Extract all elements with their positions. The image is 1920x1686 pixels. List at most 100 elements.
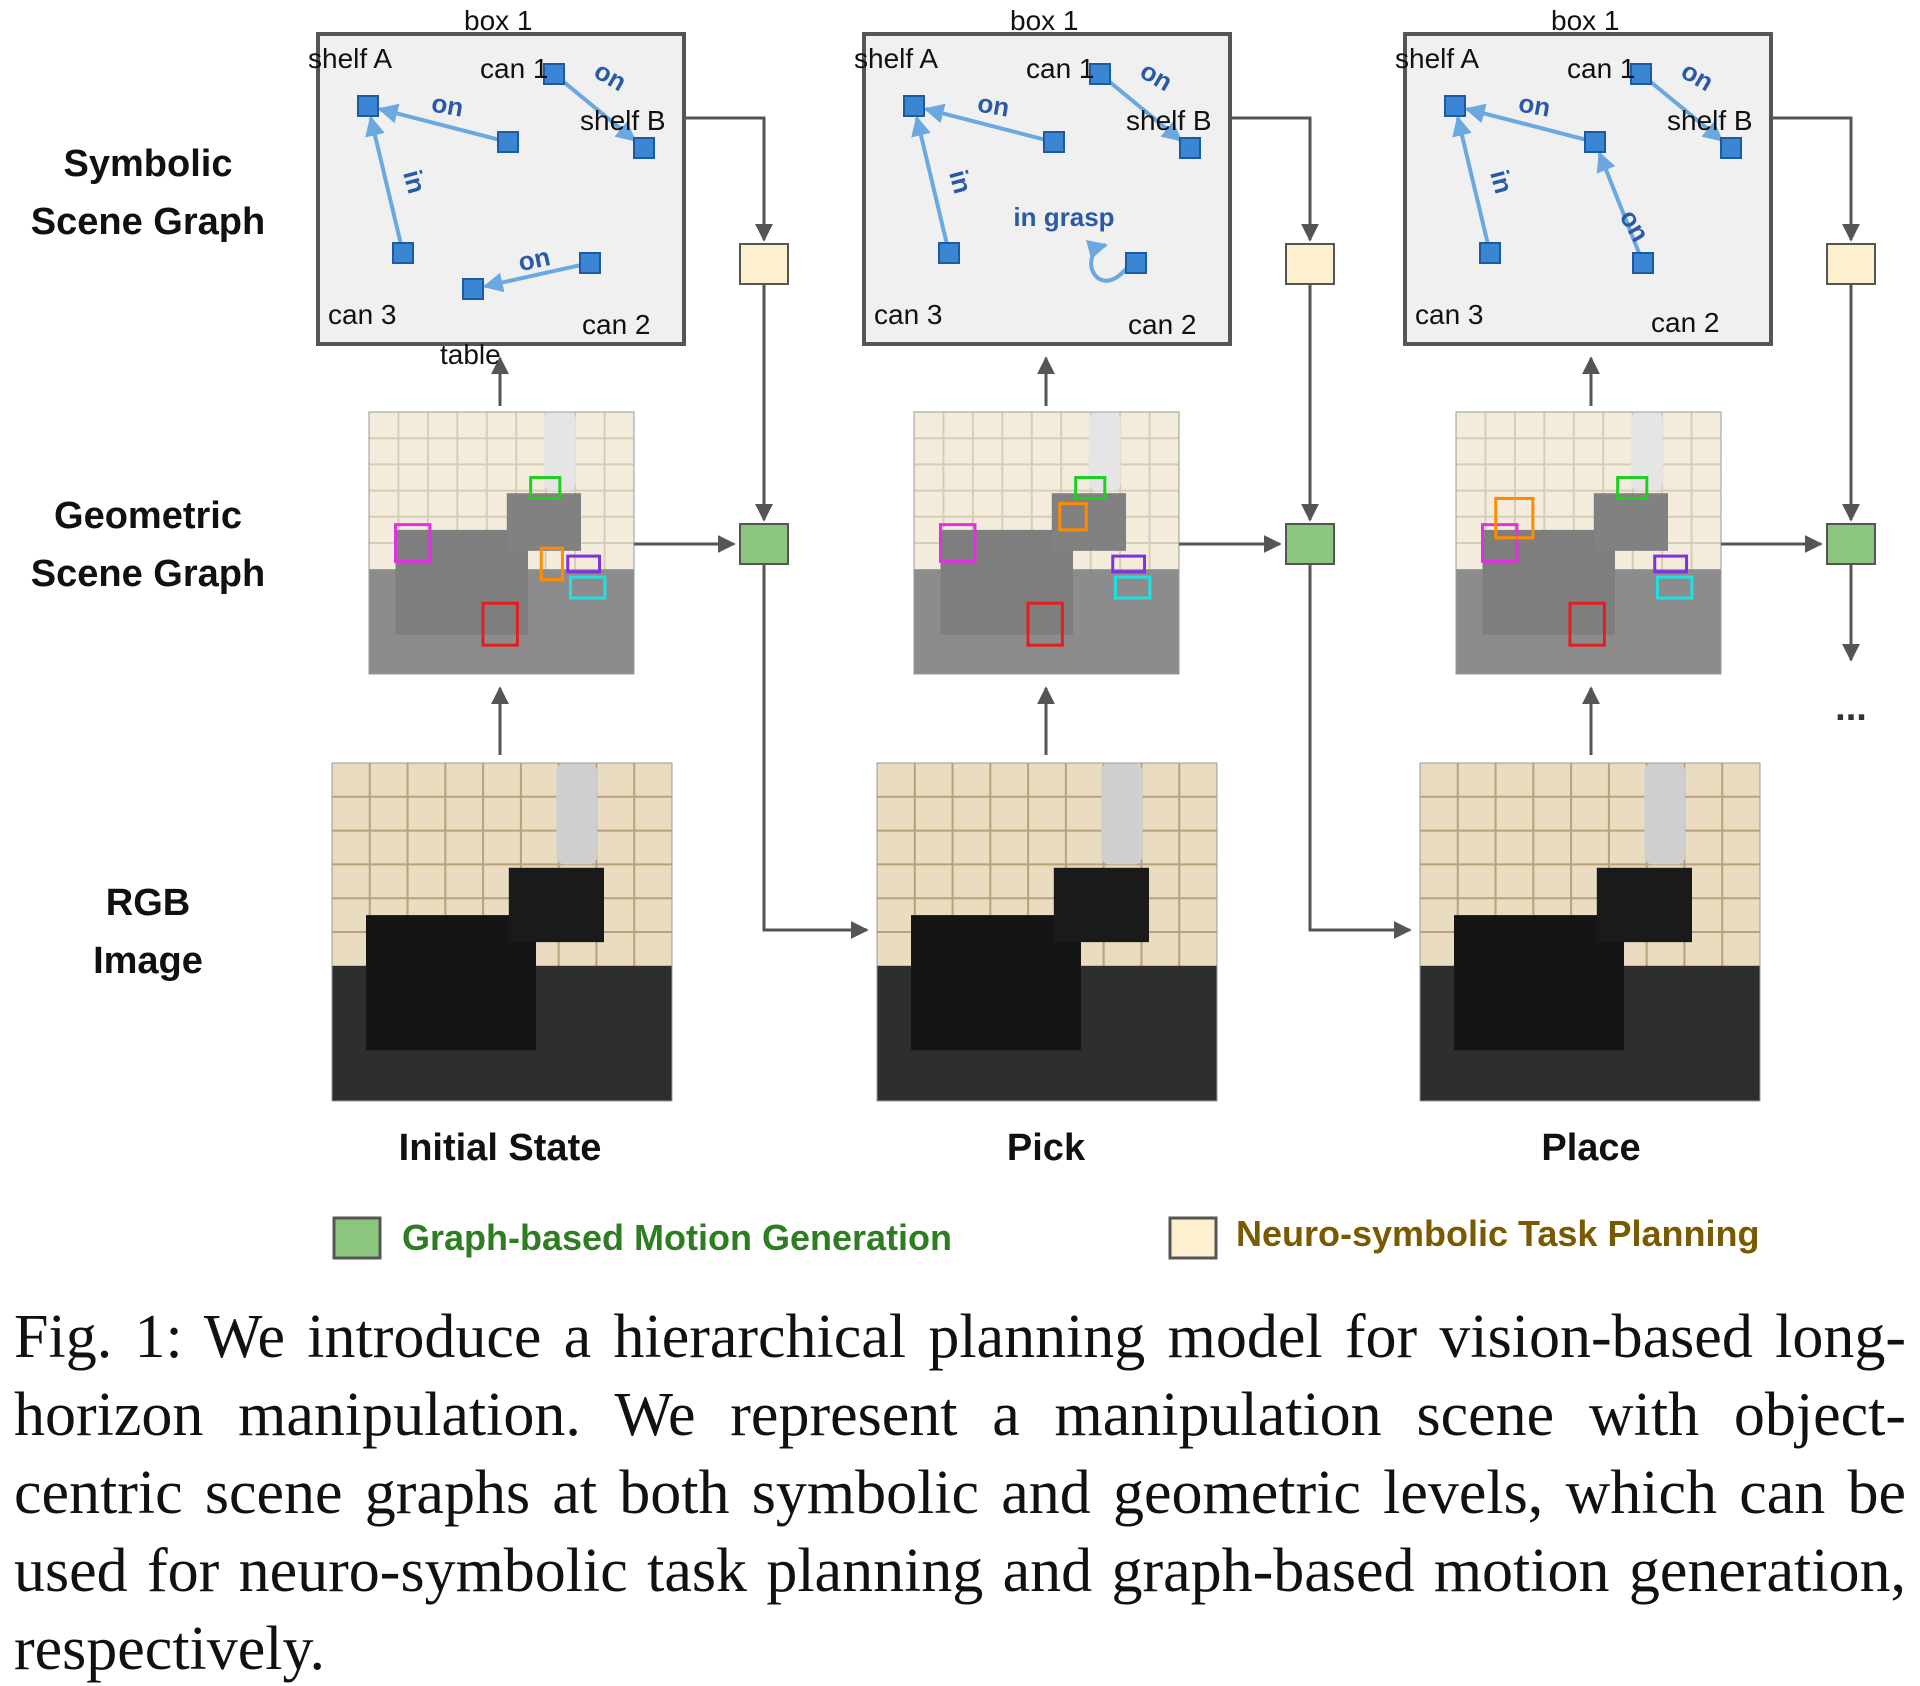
bounding-box xyxy=(568,575,607,600)
graph-node xyxy=(1043,131,1065,153)
bounding-box xyxy=(539,546,564,582)
graph-edge-self-loop xyxy=(1086,240,1128,283)
robot-arm xyxy=(556,763,598,865)
legend-motion-swatch xyxy=(332,1216,382,1260)
task-planning-block xyxy=(1285,243,1335,285)
flow-arrow xyxy=(1308,564,1412,939)
bounding-box xyxy=(1655,575,1694,600)
graph-node xyxy=(903,95,925,117)
robot-arm xyxy=(543,412,576,491)
edge-label: on xyxy=(515,241,552,277)
legend-motion-label: Graph-based Motion Generation xyxy=(402,1217,952,1258)
geometric-scene-image xyxy=(913,411,1180,675)
graph-node xyxy=(938,242,960,264)
bounding-box xyxy=(481,601,519,647)
graph-node xyxy=(1179,137,1201,159)
graph-node xyxy=(1584,131,1606,153)
node-label-can3: can 3 xyxy=(328,299,397,330)
flow-arrow xyxy=(762,564,869,939)
bounding-box xyxy=(1653,554,1689,574)
fade-overlay xyxy=(369,412,634,674)
symbolic-graph-box xyxy=(862,32,1232,346)
graph-node xyxy=(579,252,601,274)
shelf-b xyxy=(506,493,581,551)
node-label-can2: can 2 xyxy=(1651,307,1720,338)
shelf-a xyxy=(940,529,1073,635)
graph-edge xyxy=(1647,78,1724,142)
geometric-scene-image xyxy=(1455,411,1722,675)
shelf-b xyxy=(1593,493,1668,551)
graph-node xyxy=(1125,252,1147,274)
shelf-b xyxy=(1053,867,1149,943)
bounding-box xyxy=(1074,476,1107,500)
node-label-box1: box 1 xyxy=(1551,5,1620,36)
graph-edge xyxy=(1452,115,1490,244)
motion-generation-block xyxy=(1826,523,1876,565)
rgb-image xyxy=(876,762,1218,1102)
graph-node xyxy=(497,131,519,153)
graph-edge xyxy=(560,78,637,142)
fade-overlay xyxy=(1456,412,1721,674)
rgb-image xyxy=(1419,762,1761,1102)
row-label-rgb: RGB xyxy=(106,882,190,924)
shelf-b xyxy=(508,867,604,943)
node-label-can2: can 2 xyxy=(582,309,651,340)
node-label-shelfA: shelf A xyxy=(854,43,938,74)
row-label-rgb: Image xyxy=(93,940,203,982)
shelf-a xyxy=(395,529,528,635)
motion-generation-block xyxy=(739,523,789,565)
stage-label: Pick xyxy=(1007,1127,1086,1169)
task-planning-block xyxy=(1826,243,1876,285)
figure-diagram: Symbolic Scene Graph Geometric Scene Graph R… xyxy=(31,5,1876,1260)
shelf-a xyxy=(911,915,1081,1051)
bounding-box xyxy=(1058,502,1088,532)
robot-arm xyxy=(1101,763,1143,865)
node-label-box1: box 1 xyxy=(1010,5,1079,36)
node-label-shelfA: shelf A xyxy=(308,43,392,74)
bounding-box xyxy=(529,476,562,500)
graph-node xyxy=(543,63,565,85)
bounding-box xyxy=(1616,476,1649,500)
flow-arrow xyxy=(1230,116,1319,242)
graph-edge xyxy=(911,115,949,244)
graph-edge xyxy=(377,103,499,142)
symbolic-graph-box xyxy=(316,32,686,346)
graph-edge xyxy=(1106,78,1183,142)
edge-label: on xyxy=(975,88,1011,123)
figure-caption: Fig. 1: We introduce a hierarchical plan… xyxy=(14,1303,1906,1683)
shelf-b xyxy=(1596,867,1692,943)
node-label-shelfB: shelf B xyxy=(1667,105,1753,136)
node-label-can1: can 1 xyxy=(1567,53,1636,84)
graph-node xyxy=(1089,63,1111,85)
image-border xyxy=(331,762,673,1102)
image-border xyxy=(876,762,1218,1102)
node-label-box1: box 1 xyxy=(464,5,533,36)
graph-edge xyxy=(482,263,581,293)
graph-node xyxy=(1720,137,1742,159)
graph-node xyxy=(462,278,484,300)
robot-arm xyxy=(1630,412,1663,491)
motion-generation-block xyxy=(1285,523,1335,565)
node-label-can3: can 3 xyxy=(874,299,943,330)
shelf-a xyxy=(1454,915,1624,1051)
bounding-box xyxy=(1494,496,1535,540)
node-label-can1: can 1 xyxy=(1026,53,1095,84)
graph-node xyxy=(392,242,414,264)
row-label-symbolic: Scene Graph xyxy=(31,201,265,243)
edge-label: on xyxy=(1516,88,1552,123)
graph-edge xyxy=(923,103,1045,142)
graph-node xyxy=(357,95,379,117)
node-label-can2: can 2 xyxy=(1128,309,1197,340)
node-label-shelfB: shelf B xyxy=(1126,105,1212,136)
graph-node xyxy=(1444,95,1466,117)
row-label-symbolic: Symbolic xyxy=(64,143,233,185)
robot-arm xyxy=(1088,412,1121,491)
shelf-a xyxy=(1482,529,1615,635)
flow-arrow xyxy=(684,116,773,242)
task-planning-block xyxy=(739,243,789,285)
symbolic-graph-box xyxy=(1403,32,1773,346)
graph-node xyxy=(1632,252,1654,274)
row-label-geometric: Geometric xyxy=(54,495,242,537)
node-label-can1: can 1 xyxy=(480,53,549,84)
